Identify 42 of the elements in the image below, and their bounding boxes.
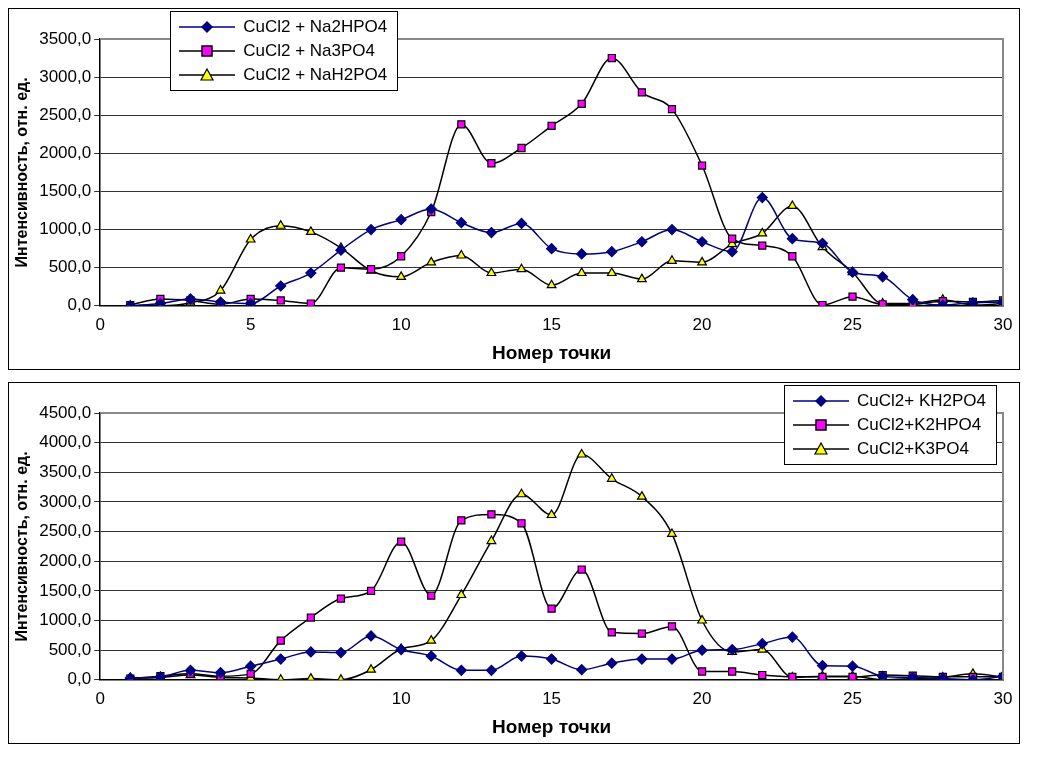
y-tick-label: 1000,0 — [39, 219, 92, 239]
x-tick-label: 20 — [692, 314, 712, 334]
y-tick-label: 1500,0 — [39, 580, 92, 600]
y-tick-label: 0,0 — [67, 295, 92, 315]
y-tick-label: 500,0 — [48, 257, 92, 277]
x-axis-title: Номер точки — [492, 715, 612, 737]
x-tick-label: 25 — [843, 314, 862, 334]
x-tick-label: 10 — [391, 688, 411, 708]
y-axis-title: Интенсивность, отн. ед. — [13, 77, 31, 268]
x-tick-label: 25 — [843, 688, 862, 708]
x-tick-label: 10 — [391, 314, 411, 334]
x-tick-label: 30 — [993, 688, 1013, 708]
legend-label: CuCl2 + Na3PO4 — [243, 41, 376, 61]
y-axis-title: Интенсивность, отн. ед. — [13, 451, 31, 642]
x-axis-title: Номер точки — [492, 341, 612, 363]
x-tick-label: 5 — [245, 688, 256, 708]
y-tick-label: 2000,0 — [39, 550, 92, 570]
x-tick-label: 0 — [95, 688, 105, 708]
y-tick-label: 2000,0 — [39, 143, 92, 163]
legend-label: CuCl2+ KH2PO4 — [857, 391, 986, 411]
y-tick-label: 500,0 — [48, 639, 92, 659]
y-tick-label: 3000,0 — [39, 491, 92, 511]
y-tick-label: 4500,0 — [39, 402, 92, 422]
y-tick-label: 4000,0 — [39, 432, 92, 452]
x-tick-label: 30 — [993, 314, 1013, 334]
y-tick-label: 2500,0 — [39, 104, 92, 124]
y-tick-label: 3500,0 — [39, 461, 92, 481]
y-tick-label: 1500,0 — [39, 181, 92, 201]
y-tick-label: 1000,0 — [39, 610, 92, 630]
y-tick-label: 0,0 — [67, 669, 92, 689]
x-tick-label: 5 — [245, 314, 256, 334]
x-tick-label: 15 — [542, 314, 562, 334]
legend-label: CuCl2+K3PO4 — [857, 439, 969, 459]
y-tick-label: 3000,0 — [39, 66, 92, 86]
legend-label: CuCl2 + Na2HPO4 — [243, 17, 388, 37]
y-tick-label: 2500,0 — [39, 521, 92, 541]
x-tick-label: 15 — [542, 688, 562, 708]
legend-label: CuCl2 + NaH2PO4 — [243, 65, 388, 85]
x-tick-label: 0 — [95, 314, 105, 334]
x-tick-label: 20 — [692, 688, 712, 708]
y-tick-label: 3500,0 — [39, 28, 92, 48]
legend-label: CuCl2+K2HPO4 — [857, 415, 982, 435]
